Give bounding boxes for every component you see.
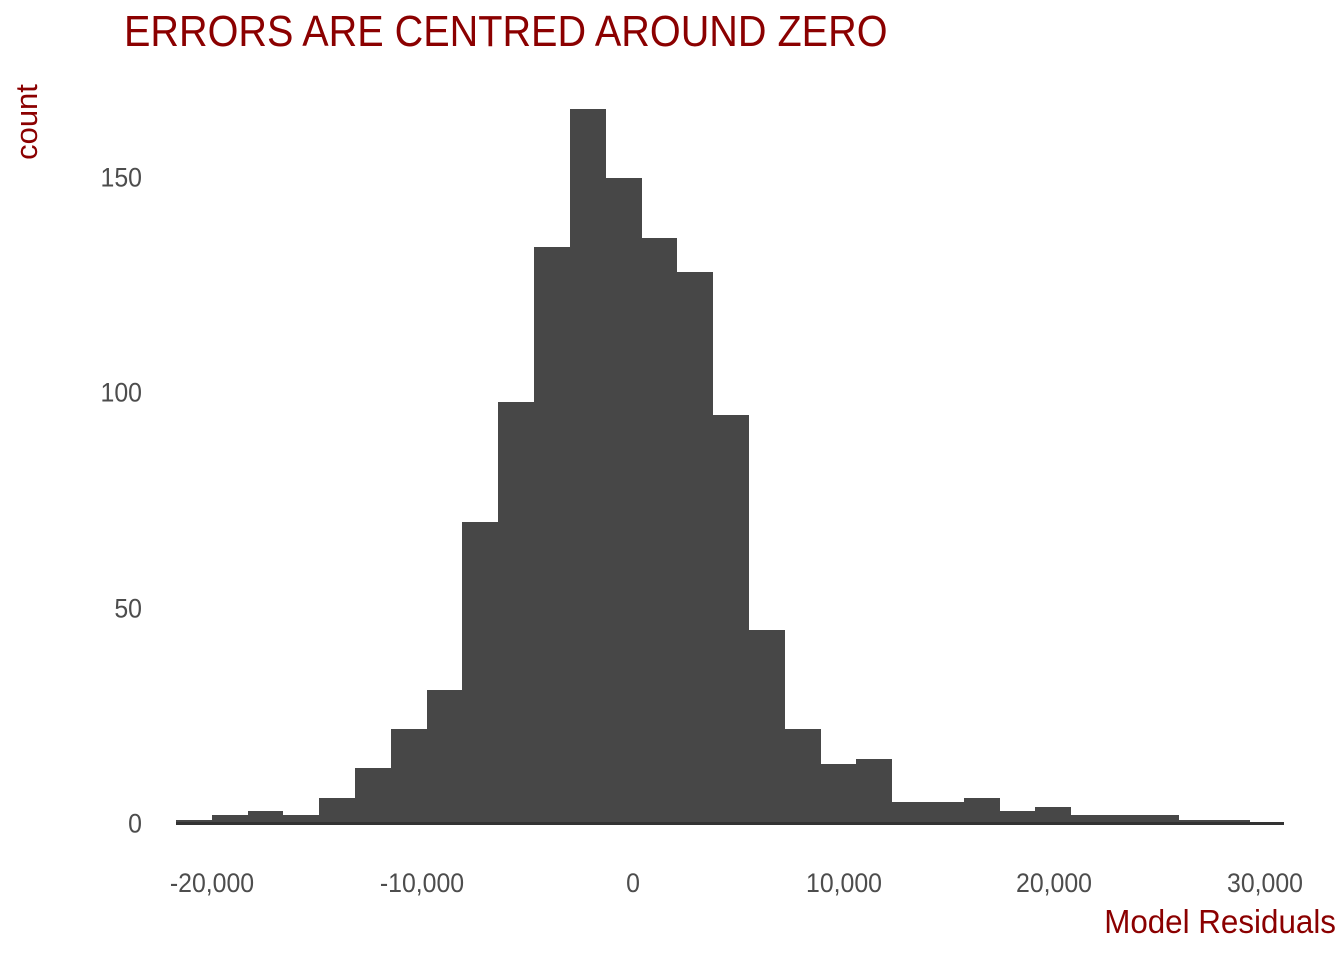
histogram-bar xyxy=(1107,815,1143,824)
histogram-bar xyxy=(1035,806,1072,824)
histogram-bar xyxy=(498,401,535,824)
histogram-bar xyxy=(1142,815,1179,824)
histogram-bar xyxy=(1178,819,1215,824)
x-tick-label: 10,000 xyxy=(805,868,882,898)
x-tick-label: 0 xyxy=(626,868,641,898)
histogram-bar xyxy=(820,763,857,824)
plot-panel xyxy=(176,100,1284,824)
histogram-bar xyxy=(963,798,1000,824)
histogram-bar xyxy=(641,237,678,824)
histogram-bar xyxy=(999,811,1036,824)
x-tick-label: -20,000 xyxy=(169,868,254,898)
histogram-bar xyxy=(355,767,391,824)
histogram-bar xyxy=(677,272,714,824)
histogram-bar xyxy=(892,802,928,824)
x-axis-line xyxy=(176,822,1284,825)
histogram-bar xyxy=(534,246,570,824)
histogram-bar xyxy=(390,729,427,824)
histogram-bar xyxy=(176,819,212,824)
x-tick-label: 30,000 xyxy=(1227,868,1304,898)
histogram-bar xyxy=(283,815,320,824)
histogram-bar xyxy=(462,522,499,824)
y-tick-label: 100 xyxy=(100,377,142,408)
y-tick-label: 50 xyxy=(114,593,142,624)
histogram-bar xyxy=(748,630,785,824)
histogram-bar xyxy=(928,802,964,824)
histogram-bar xyxy=(713,414,749,824)
x-axis-title: Model Residuals xyxy=(1104,903,1336,940)
chart-title: ERRORS ARE CENTRED AROUND ZERO xyxy=(124,7,888,56)
x-tick-label: 20,000 xyxy=(1016,868,1093,898)
histogram-bar xyxy=(319,798,356,824)
histogram-bar xyxy=(1214,819,1251,824)
histogram-bar xyxy=(426,690,463,824)
histogram-bar xyxy=(784,729,821,824)
y-tick-label: 150 xyxy=(100,162,142,193)
histogram-bar xyxy=(856,759,893,824)
histogram-bar xyxy=(1071,815,1108,824)
histogram-bar xyxy=(569,108,606,824)
x-tick-label: -10,000 xyxy=(380,868,465,898)
histogram-bar xyxy=(605,177,642,824)
histogram-bar xyxy=(211,815,248,824)
histogram-bar xyxy=(247,811,284,824)
y-tick-label: 0 xyxy=(128,808,142,839)
